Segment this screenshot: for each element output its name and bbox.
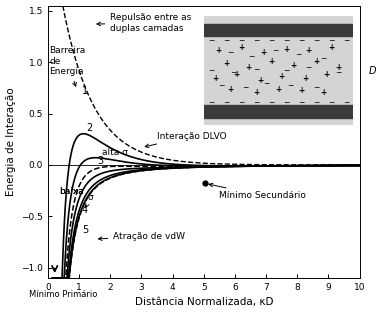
Y-axis label: Energia de Interação: Energia de Interação	[6, 87, 16, 196]
Text: Mínimo Secundário: Mínimo Secundário	[209, 183, 306, 200]
Text: baixa: baixa	[59, 187, 83, 196]
Text: Repulsão entre as
duplas camadas: Repulsão entre as duplas camadas	[97, 13, 192, 33]
Text: 2: 2	[86, 123, 92, 133]
Text: σ: σ	[85, 193, 93, 208]
Text: Atração de vdW: Atração de vdW	[98, 232, 185, 241]
Text: 3: 3	[97, 156, 103, 166]
Text: 5: 5	[82, 225, 88, 235]
Text: Barreira
de
Energia: Barreira de Energia	[50, 46, 86, 86]
X-axis label: Distância Normalizada, κD: Distância Normalizada, κD	[134, 297, 273, 307]
Text: baixa: baixa	[59, 187, 83, 196]
Text: Mínimo Primário: Mínimo Primário	[29, 290, 98, 299]
Text: 4: 4	[82, 205, 88, 215]
Text: 1: 1	[82, 86, 88, 96]
Text: alta σ: alta σ	[102, 148, 128, 157]
Text: Interação DLVO: Interação DLVO	[145, 132, 227, 147]
